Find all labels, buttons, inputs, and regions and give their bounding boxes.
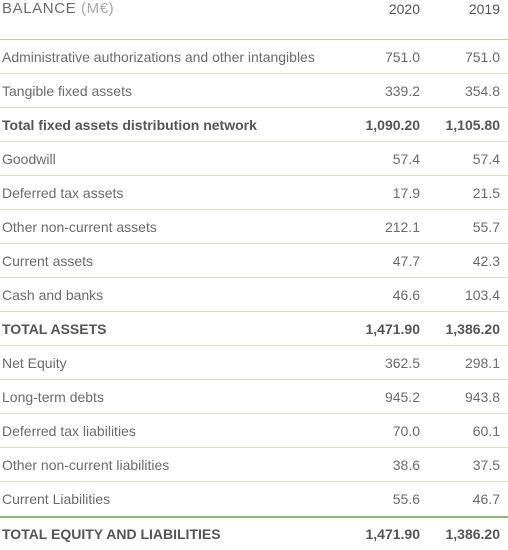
row-label: Current Liabilities — [2, 491, 111, 507]
value-2019: 21.5 — [472, 184, 500, 201]
table-header: BALANCE (M€) 2020 2019 — [0, 0, 508, 40]
value-2019: 1,386.20 — [445, 526, 501, 542]
value-2020: 751.0 — [384, 48, 420, 65]
table-row: Net Equity 362.5 298.1 — [0, 346, 508, 380]
value-2020: 1,471.90 — [365, 526, 421, 542]
value-2020: 1,471.90 — [365, 320, 421, 337]
value-2019: 298.1 — [464, 354, 500, 371]
row-label: Deferred tax liabilities — [2, 422, 136, 439]
value-2019: 46.7 — [472, 491, 500, 507]
row-label: Long-term debts — [2, 388, 104, 405]
row-label: Other non-current liabilities — [2, 456, 170, 473]
value-2020: 57.4 — [392, 150, 420, 167]
table-row: Goodwill 57.4 57.4 — [0, 142, 508, 176]
value-2020: 945.2 — [384, 388, 420, 405]
column-header-2019: 2019 — [468, 1, 500, 17]
title-text: BALANCE — [2, 0, 77, 17]
value-2019: 103.4 — [464, 286, 500, 303]
value-2020: 55.6 — [392, 491, 420, 507]
value-2020: 47.7 — [392, 252, 420, 269]
row-label: Net Equity — [2, 354, 67, 371]
table-row: Administrative authorizations and other … — [0, 40, 508, 74]
table-row: Long-term debts 945.2 943.8 — [0, 380, 508, 414]
table-row: Current Liabilities 55.6 46.7 — [0, 482, 508, 516]
table-row-total-assets: TOTAL ASSETS 1,471.90 1,386.20 — [0, 312, 508, 346]
table-row-total-equity-liabilities: TOTAL EQUITY AND LIABILITIES 1,471.90 1,… — [0, 516, 508, 550]
value-2019: 943.8 — [464, 388, 500, 405]
row-label: Administrative authorizations and other … — [2, 48, 315, 65]
table-row: Other non-current assets 212.1 55.7 — [0, 210, 508, 244]
row-label: Other non-current assets — [2, 218, 157, 235]
row-label: Tangible fixed assets — [2, 82, 132, 99]
row-label: Goodwill — [2, 150, 56, 167]
value-2020: 339.2 — [384, 82, 420, 99]
value-2020: 212.1 — [384, 218, 420, 235]
value-2019: 1,105.80 — [445, 116, 501, 133]
value-2020: 362.5 — [384, 354, 420, 371]
value-2020: 38.6 — [392, 456, 420, 473]
row-label: Total fixed assets distribution network — [2, 116, 257, 133]
table-row: Current assets 47.7 42.3 — [0, 244, 508, 278]
value-2019: 57.4 — [472, 150, 500, 167]
value-2020: 1,090.20 — [365, 116, 421, 133]
row-label: Cash and banks — [2, 286, 104, 303]
table-row: Cash and banks 46.6 103.4 — [0, 278, 508, 312]
table-row: Other non-current liabilities 38.6 37.5 — [0, 448, 508, 482]
value-2020: 46.6 — [392, 286, 420, 303]
value-2019: 1,386.20 — [445, 320, 501, 337]
unit-text: (M€) — [81, 0, 115, 17]
value-2019: 354.8 — [464, 82, 500, 99]
row-label: Deferred tax assets — [2, 184, 124, 201]
row-label: TOTAL EQUITY AND LIABILITIES — [2, 526, 221, 542]
value-2019: 37.5 — [472, 456, 500, 473]
row-label: Current assets — [2, 252, 94, 269]
table-row-subtotal: Total fixed assets distribution network … — [0, 108, 508, 142]
table-row: Tangible fixed assets 339.2 354.8 — [0, 74, 508, 108]
value-2019: 60.1 — [472, 422, 500, 439]
value-2019: 751.0 — [464, 48, 500, 65]
table-row: Deferred tax assets 17.9 21.5 — [0, 176, 508, 210]
value-2019: 42.3 — [472, 252, 500, 269]
row-label: TOTAL ASSETS — [2, 320, 107, 337]
table-title: BALANCE (M€) — [0, 0, 350, 18]
column-header-2020: 2020 — [388, 1, 420, 17]
table-row: Deferred tax liabilities 70.0 60.1 — [0, 414, 508, 448]
value-2020: 17.9 — [392, 184, 420, 201]
value-2020: 70.0 — [392, 422, 420, 439]
value-2019: 55.7 — [472, 218, 500, 235]
